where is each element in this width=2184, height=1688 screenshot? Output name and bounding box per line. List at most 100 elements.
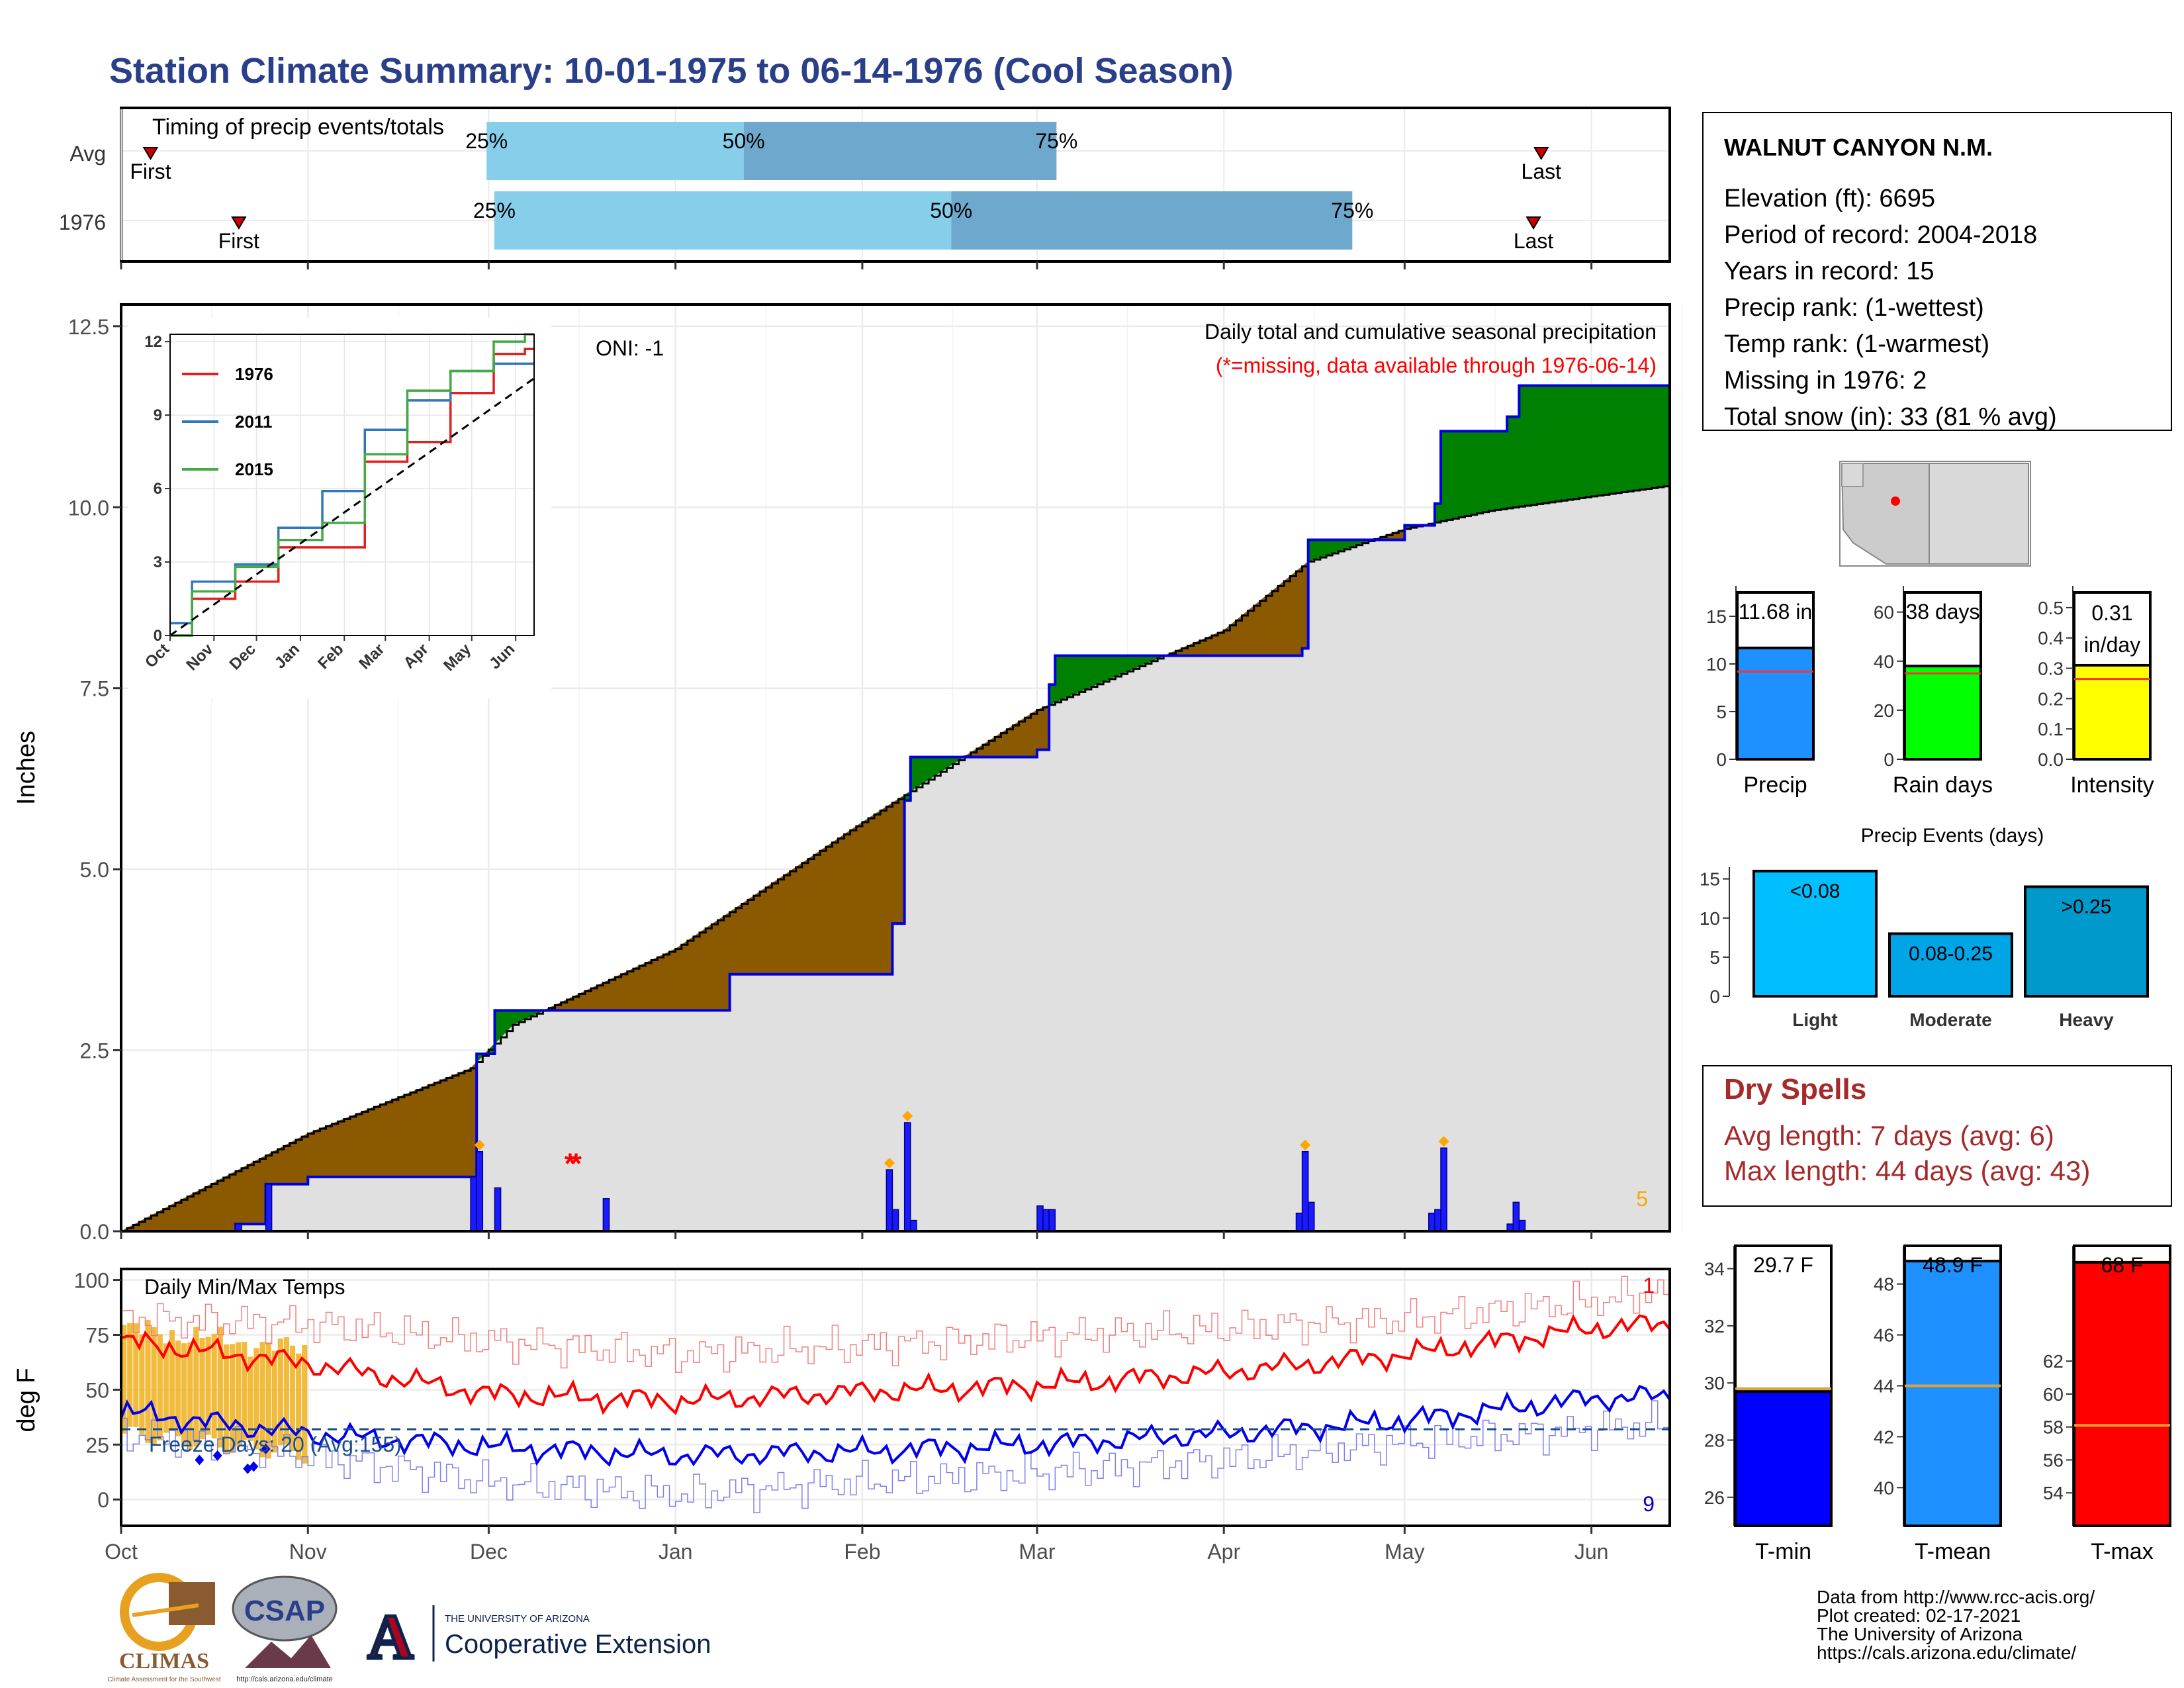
inset-ytick-label: 9	[154, 406, 162, 424]
csap-logo-url: http://cals.arizona.edu/climate	[236, 1675, 333, 1683]
precip-below-normal-area	[1296, 565, 1302, 656]
precip-panel: ** 0.0 2.5 5.0 7.5 10.0 12.5 Inches ONI: -1 D…	[13, 303, 1682, 1244]
precip-below-normal-area	[687, 936, 694, 1011]
daily-precip-bar	[886, 1169, 893, 1232]
precip-below-normal-area	[825, 842, 833, 975]
temp-departure-bar	[289, 1345, 296, 1452]
summary-bars: 0 5 10 15 Precip 11.68 in 0 20 40 60 Rain days 38 d…	[1706, 586, 2154, 798]
precip-above-normal-area	[1609, 385, 1616, 494]
dry-spells-avg-length: Avg length: 7 days (avg: 6)	[1724, 1120, 2054, 1151]
precip-below-normal-area	[657, 954, 664, 1011]
summary-value-bar	[1736, 646, 1815, 761]
timing-last-label: Last	[1522, 160, 1562, 183]
temp-departure-bar	[271, 1350, 277, 1453]
temp-summary-label: T-max	[2091, 1539, 2153, 1564]
temp-summary-value-text: 48.9 F	[1923, 1253, 1983, 1277]
precip-above-normal-area	[1657, 385, 1664, 488]
temp-departure-bar	[211, 1333, 217, 1439]
summary-ytick-label: 0.0	[2038, 749, 2064, 770]
precip-below-normal-area	[440, 1077, 447, 1178]
precip-above-normal-area	[1549, 385, 1556, 503]
precip-below-normal-area	[326, 1123, 333, 1178]
temp-summary-ytick-label: 60	[2043, 1384, 2064, 1405]
precip-above-normal-area	[1543, 385, 1550, 504]
temp-summary-ytick-label: 62	[2043, 1351, 2064, 1372]
dry-spells-title: Dry Spells	[1724, 1073, 1866, 1105]
freeze-day-marker	[249, 1461, 259, 1472]
precip-above-normal-area	[1597, 385, 1604, 496]
daily-precip-bar	[910, 1219, 917, 1232]
temp-departure-bar	[223, 1344, 229, 1454]
temp-summary-label: T-min	[1755, 1539, 1811, 1564]
temp-xtick-label: Jun	[1574, 1540, 1609, 1564]
timing-bars: 25% 50% 75% First Last 25% 50% 75% First Last	[130, 122, 1561, 253]
precip-above-normal-area	[1579, 385, 1586, 498]
temp-departure-bar	[248, 1356, 253, 1442]
inset-ytick-label: 0	[154, 627, 162, 645]
precip-above-normal-area	[1060, 655, 1068, 700]
temp-summary-ytick-label: 58	[2043, 1417, 2064, 1438]
dry-spells-box: Dry Spells Avg length: 7 days (avg: 6) M…	[1702, 1065, 2172, 1207]
summary-ytick-label: 10	[1706, 654, 1727, 675]
daily-precip-bar	[1440, 1147, 1447, 1232]
precip-below-normal-area	[669, 948, 676, 1011]
freeze-day-marker	[261, 1443, 271, 1454]
map-state-newmexico	[1929, 463, 2029, 565]
temp-avg-max-line	[120, 1313, 1671, 1415]
daily-precip-bar	[494, 1187, 502, 1232]
precip-above-normal-area	[1458, 431, 1465, 518]
precip-below-normal-area	[1289, 571, 1297, 656]
precip-above-normal-area	[1591, 385, 1598, 497]
precip-ytick-label: 10.0	[68, 496, 109, 520]
temp-departure-bar	[265, 1342, 271, 1459]
temp-summary-value-text: 29.7 F	[1753, 1253, 1813, 1277]
dry-spells-frame	[1702, 1065, 2172, 1207]
temp-xtick-label: Dec	[470, 1540, 508, 1564]
timing-xticks	[120, 261, 1593, 269]
csap-logo-text: CSAP	[244, 1595, 325, 1627]
inset-legend: 1976 2011 2015	[182, 364, 273, 479]
station-line-precip-rank: Precip rank: (1-wettest)	[1724, 294, 1984, 322]
precip-corner-count: 5	[1636, 1187, 1648, 1211]
temp-departure-bar	[242, 1341, 248, 1440]
station-line-snow: Total snow (in): 33 (81 % avg)	[1724, 403, 2057, 431]
precip-above-normal-area	[1446, 431, 1453, 520]
precip-above-normal-area	[1633, 385, 1640, 491]
precip-below-normal-area	[645, 959, 652, 1011]
station-box-frame	[1702, 112, 2172, 431]
precip-xticks	[120, 1231, 1593, 1239]
precip-ytick-label: 2.5	[80, 1039, 109, 1063]
precip-below-normal-area	[874, 810, 881, 975]
daily-precip-bar	[1048, 1209, 1056, 1232]
inset-yticks: 0 3 6 9 12	[144, 333, 170, 645]
temp-panel: 0 25 50 75 100 Oct Nov Dec Jan Feb Mar Apr May Jun d…	[13, 1268, 1671, 1564]
precip-below-normal-area	[416, 1087, 423, 1178]
summary-ytick-label: 0	[1716, 749, 1727, 770]
dry-spells-max-length: Max length: 44 days (avg: 43)	[1724, 1155, 2090, 1186]
temp-xtick-label: Mar	[1019, 1540, 1055, 1564]
precip-below-normal-area	[819, 846, 827, 975]
daily-precip-snow-marker	[1300, 1139, 1311, 1150]
precip-below-normal-area	[796, 863, 803, 975]
temp-summary-ytick-label: 46	[1874, 1325, 1894, 1346]
events-bar-heavy	[2024, 885, 2149, 998]
map-state-nevada	[1841, 463, 1864, 487]
ua-logo-letter: A	[367, 1601, 413, 1672]
precip-above-normal-area	[1465, 431, 1471, 517]
temp-summary-value-bar	[1903, 1260, 2002, 1528]
daily-precip-bar	[1512, 1201, 1520, 1232]
precip-above-normal-area	[1572, 385, 1580, 500]
precip-above-normal-area	[1639, 385, 1646, 491]
summary-ytick-label: 0.3	[2038, 659, 2064, 679]
precip-events-chart: Precip Events (days) 0 5 10 15 <0.08 Light 0.0…	[1700, 825, 2149, 1030]
freeze-days-label: Freeze Days: 20 (Avg:155)	[149, 1432, 402, 1456]
precip-below-normal-area	[374, 1103, 381, 1178]
temp-departure-bar	[175, 1340, 181, 1436]
temp-departure-bar	[127, 1323, 133, 1427]
temp-xtick-label: Jan	[659, 1540, 693, 1564]
precip-above-normal-area	[1525, 385, 1531, 506]
station-line-period: Period of record: 2004-2018	[1724, 221, 2037, 249]
precip-below-normal-area	[217, 1177, 224, 1232]
